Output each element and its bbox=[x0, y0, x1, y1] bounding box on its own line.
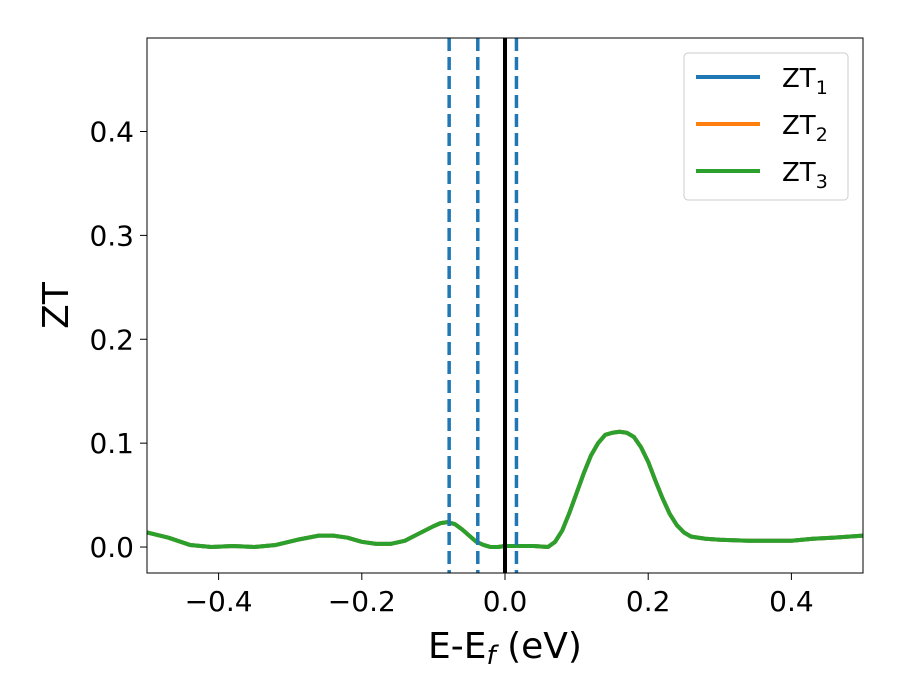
legend-label-2: ZT2 bbox=[782, 111, 828, 146]
legend: ZT1 ZT2 ZT3 bbox=[683, 52, 849, 201]
x-axis: −0.4 −0.2 0.0 0.2 0.4 bbox=[185, 573, 814, 618]
x-tick-label: 0.4 bbox=[769, 585, 814, 618]
y-axis-label: ZT bbox=[36, 281, 77, 329]
y-tick-label: 0.3 bbox=[89, 219, 134, 252]
x-tick-label: −0.2 bbox=[328, 585, 396, 618]
legend-label-1: ZT1 bbox=[782, 64, 828, 99]
x-axis-label-main: E-E bbox=[428, 626, 486, 667]
y-tick-label: 0.2 bbox=[89, 323, 134, 356]
x-axis-label: E-Ef (eV) bbox=[428, 626, 582, 671]
x-tick-label: 0.0 bbox=[483, 585, 528, 618]
legend-label-3: ZT3 bbox=[782, 158, 828, 193]
x-tick-label: 0.2 bbox=[626, 585, 671, 618]
y-tick-label: 0.1 bbox=[89, 427, 134, 460]
y-axis: 0.0 0.1 0.2 0.3 0.4 bbox=[89, 115, 147, 564]
plot-data-group bbox=[147, 38, 863, 573]
legend-box bbox=[683, 52, 849, 201]
y-tick-label: 0.0 bbox=[89, 531, 134, 564]
x-axis-label-unit: (eV) bbox=[496, 626, 582, 667]
x-tick-label: −0.4 bbox=[185, 585, 253, 618]
series-line-3 bbox=[147, 429, 863, 550]
y-tick-label: 0.4 bbox=[89, 115, 134, 148]
